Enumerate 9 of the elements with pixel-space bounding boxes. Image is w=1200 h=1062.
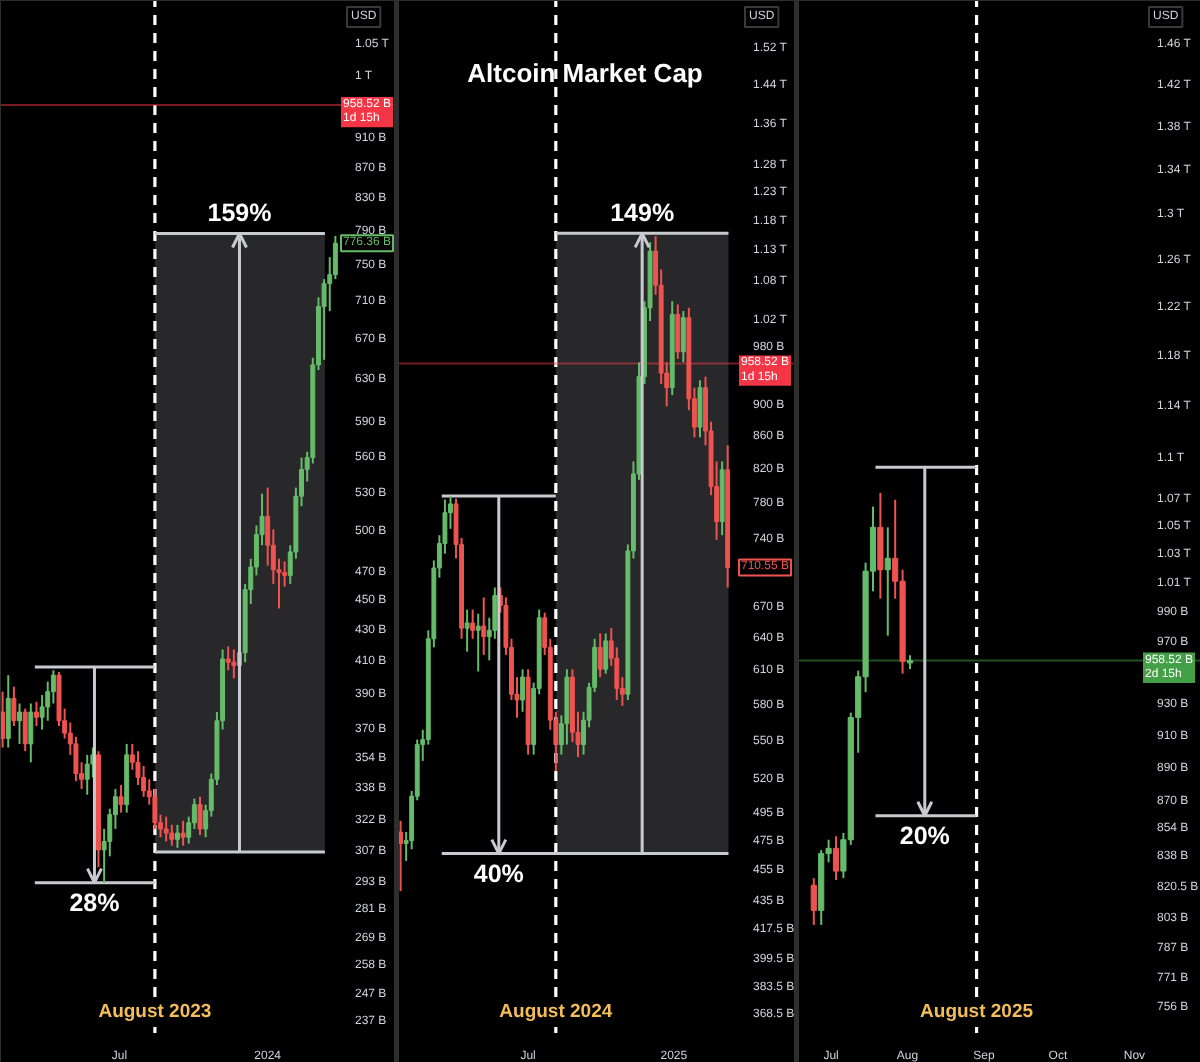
ref-line-label: August 2023 <box>98 1001 212 1023</box>
annotation: 40% <box>473 859 524 888</box>
annotation: 159% <box>207 199 272 228</box>
text: Altcoin Market Cap <box>467 58 703 88</box>
annotation: 20% <box>899 821 950 850</box>
ref-line-label: August 2024 <box>499 1001 614 1023</box>
annotation: 149% <box>610 199 675 228</box>
ref-line-label: August 2025 <box>920 1001 1035 1023</box>
annotation: 28% <box>69 888 120 917</box>
